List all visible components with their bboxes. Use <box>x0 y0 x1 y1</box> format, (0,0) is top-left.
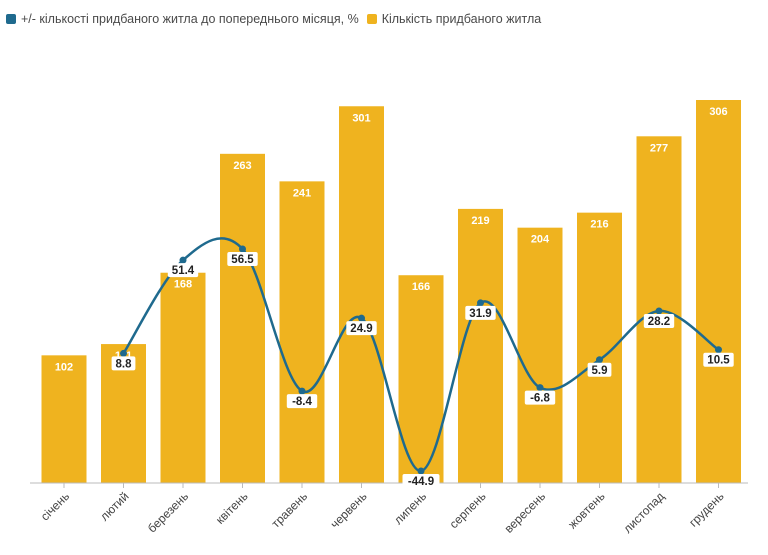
legend-item-line[interactable]: +/- кількості придбаного житла до попере… <box>6 12 359 26</box>
bar-8[interactable] <box>517 227 563 483</box>
line-value-bg-1 <box>111 356 136 371</box>
line-value-bg-2 <box>167 263 199 278</box>
line-point-6[interactable] <box>417 467 425 475</box>
x-tick-label-6: липень <box>391 489 429 527</box>
line-value-label-8: -6.8 <box>530 393 550 405</box>
x-tick-labels: січень лютий березень квітень травень червень… <box>38 483 727 536</box>
line-value-bg-11 <box>703 352 734 367</box>
x-tick-label-1: лютий <box>97 489 131 523</box>
line-points-layer: 8.8 51.4 56.5 -8.4 24.9 -44.9 31.9 -6.8 5.9 28.2 1… <box>111 245 734 488</box>
bar-0[interactable] <box>41 355 87 483</box>
bar-value-label-6: 166 <box>412 281 430 293</box>
bar-value-label-0: 102 <box>55 361 73 373</box>
line-value-label-11: 10.5 <box>707 355 730 367</box>
line-value-bg-4 <box>286 394 318 409</box>
legend-swatch-line <box>6 14 16 24</box>
x-tick-label-8: вересень <box>502 489 549 536</box>
x-tick-label-9: жовтень <box>565 489 607 531</box>
x-tick-label-10: листопад <box>621 489 668 536</box>
line-point-9[interactable] <box>596 356 603 364</box>
bar-value-label-3: 263 <box>233 160 251 172</box>
bars-layer: 102111168263241301166219204216277306 <box>41 100 741 484</box>
bar-5[interactable] <box>339 106 384 483</box>
line-point-3[interactable] <box>239 245 246 253</box>
line-value-bg-3 <box>227 252 258 266</box>
legend: +/- кількості придбаного житла до попере… <box>6 10 549 28</box>
x-tick-label-7: серпень <box>447 489 489 531</box>
x-tick-label-11: грудень <box>686 489 726 529</box>
line-value-bg-8 <box>524 390 556 405</box>
line-value-bg-5 <box>346 321 377 336</box>
bar-9[interactable] <box>577 212 622 483</box>
bar-value-label-5: 301 <box>352 112 370 124</box>
bar-value-label-8: 204 <box>531 234 550 246</box>
line-point-10[interactable] <box>655 307 663 315</box>
line-value-label-7: 31.9 <box>469 308 491 320</box>
x-tick-label-5: червень <box>328 489 370 531</box>
line-value-label-3: 56.5 <box>231 254 254 266</box>
legend-label-line: +/- кількості придбаного житла до попере… <box>21 12 359 26</box>
bar-2[interactable] <box>160 272 206 483</box>
line-point-2[interactable] <box>179 256 187 264</box>
line-value-label-4: -8.4 <box>292 396 312 408</box>
bar-value-label-2: 168 <box>174 279 192 291</box>
bar-6[interactable] <box>398 275 444 483</box>
line-point-4[interactable] <box>298 387 306 395</box>
bar-7[interactable] <box>458 208 503 483</box>
x-tick-label-4: травень <box>269 489 310 530</box>
bar-value-label-7: 219 <box>471 215 489 227</box>
legend-label-bar: Кількість придбаного житла <box>381 12 542 26</box>
line-value-label-5: 24.9 <box>350 323 372 335</box>
bar-3[interactable] <box>220 153 265 484</box>
legend-swatch-bar <box>366 14 377 24</box>
legend-item-bar[interactable]: Кількість придбаного житла <box>366 12 542 26</box>
line-point-8[interactable] <box>536 384 544 392</box>
line-point-5[interactable] <box>358 314 365 322</box>
line-point-1[interactable] <box>120 349 127 357</box>
line-value-bg-6 <box>402 474 440 488</box>
line-point-11[interactable] <box>715 346 722 354</box>
x-tick-label-2: березень <box>145 489 191 535</box>
line-value-label-2: 51.4 <box>172 265 195 277</box>
bar-4[interactable] <box>279 181 325 484</box>
bar-value-label-10: 277 <box>650 142 668 154</box>
line-value-label-10: 28.2 <box>648 316 670 328</box>
line-value-label-6: -44.9 <box>408 476 434 488</box>
line-value-bg-9 <box>587 362 612 377</box>
line-point-7[interactable] <box>477 299 484 307</box>
bar-value-label-4: 241 <box>293 187 311 199</box>
x-tick-label-0: січень <box>38 489 72 523</box>
x-tick-label-3: квітень <box>213 489 251 527</box>
bar-value-label-11: 306 <box>709 106 727 118</box>
line-value-label-1: 8.8 <box>116 358 133 370</box>
bar-11[interactable] <box>696 100 741 483</box>
line-value-bg-10 <box>643 313 675 328</box>
bar-value-label-9: 216 <box>590 219 608 231</box>
line-value-label-9: 5.9 <box>592 365 608 377</box>
line-value-bg-7 <box>465 305 496 320</box>
